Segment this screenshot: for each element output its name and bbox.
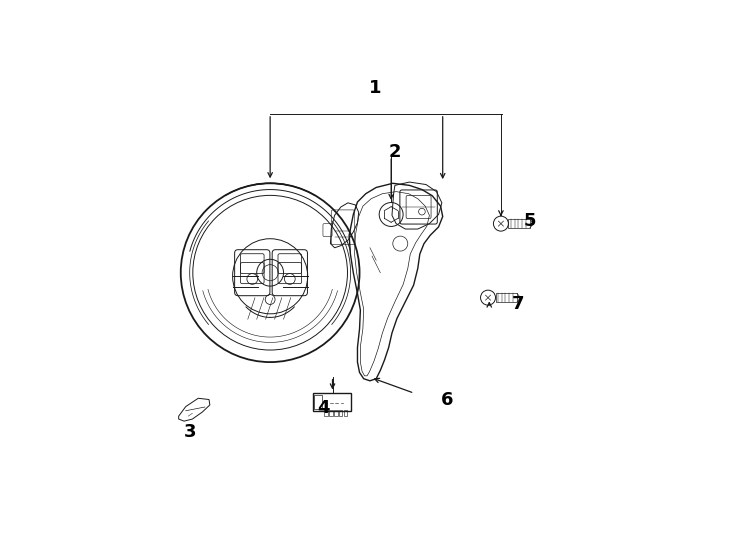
Text: 3: 3 [184,422,196,441]
Text: 5: 5 [524,212,537,230]
Text: 7: 7 [512,295,524,313]
Text: 4: 4 [317,399,330,417]
Text: 6: 6 [440,390,453,409]
Text: 2: 2 [388,143,401,161]
Text: 1: 1 [369,79,382,97]
